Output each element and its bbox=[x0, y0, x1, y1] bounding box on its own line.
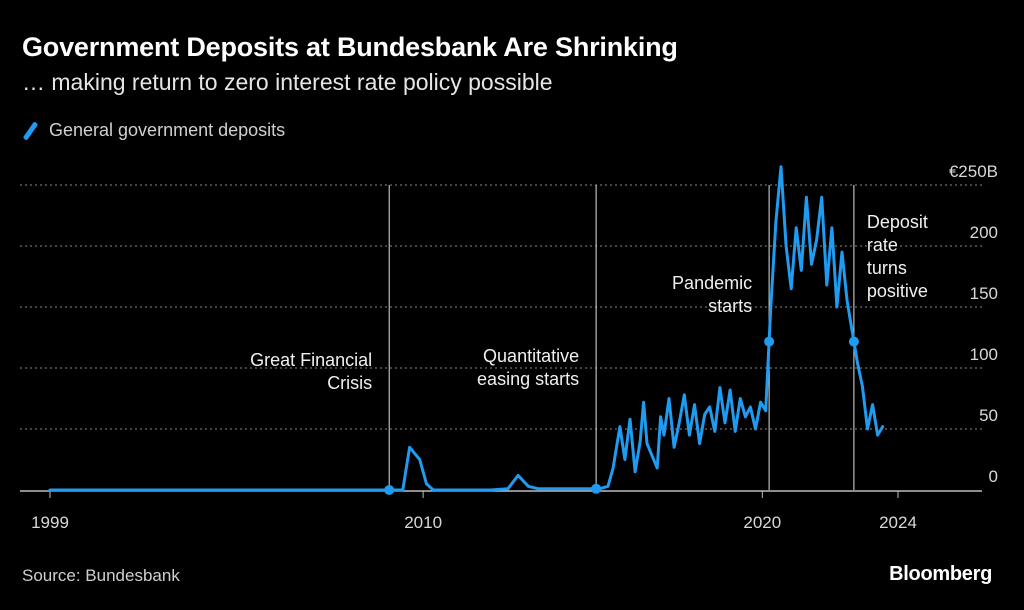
annotation-marker bbox=[764, 336, 775, 347]
y-tick-label: 200 bbox=[970, 223, 998, 242]
annotation-text: rate bbox=[867, 235, 898, 255]
bloomberg-logo: Bloomberg bbox=[889, 563, 992, 585]
annotation-text: Pandemic bbox=[672, 273, 752, 293]
y-tick-label: 50 bbox=[979, 406, 998, 425]
annotation-text: starts bbox=[708, 296, 752, 316]
legend-label: General government deposits bbox=[49, 120, 286, 140]
source-note: Source: Bundesbank bbox=[22, 566, 180, 585]
annotation-text: Quantitative bbox=[483, 346, 579, 366]
chart-subtitle: … making return to zero interest rate po… bbox=[22, 69, 553, 95]
annotation-marker bbox=[848, 336, 859, 347]
annotation-text: positive bbox=[867, 281, 928, 301]
x-tick-label: 2020 bbox=[743, 513, 781, 532]
y-tick-label: 0 bbox=[989, 467, 998, 486]
annotation-text: turns bbox=[867, 258, 907, 278]
annotation-marker bbox=[591, 483, 602, 494]
annotation-text: Deposit bbox=[867, 212, 928, 232]
legend: General government deposits bbox=[22, 120, 285, 141]
series-line bbox=[48, 165, 885, 492]
x-tick-label: 2024 bbox=[879, 513, 917, 532]
y-tick-label: 100 bbox=[970, 345, 998, 364]
y-tick-label: 150 bbox=[970, 284, 998, 303]
y-tick-label: €250B bbox=[949, 162, 998, 181]
chart-title: Government Deposits at Bundesbank Are Sh… bbox=[22, 32, 678, 62]
x-tick-label: 1999 bbox=[31, 513, 69, 532]
annotation-text: Great Financial bbox=[250, 350, 372, 370]
x-tick-label: 2010 bbox=[404, 513, 442, 532]
annotation-marker bbox=[384, 485, 395, 495]
annotation-text: easing starts bbox=[477, 369, 579, 389]
annotation-text: Crisis bbox=[327, 373, 372, 393]
